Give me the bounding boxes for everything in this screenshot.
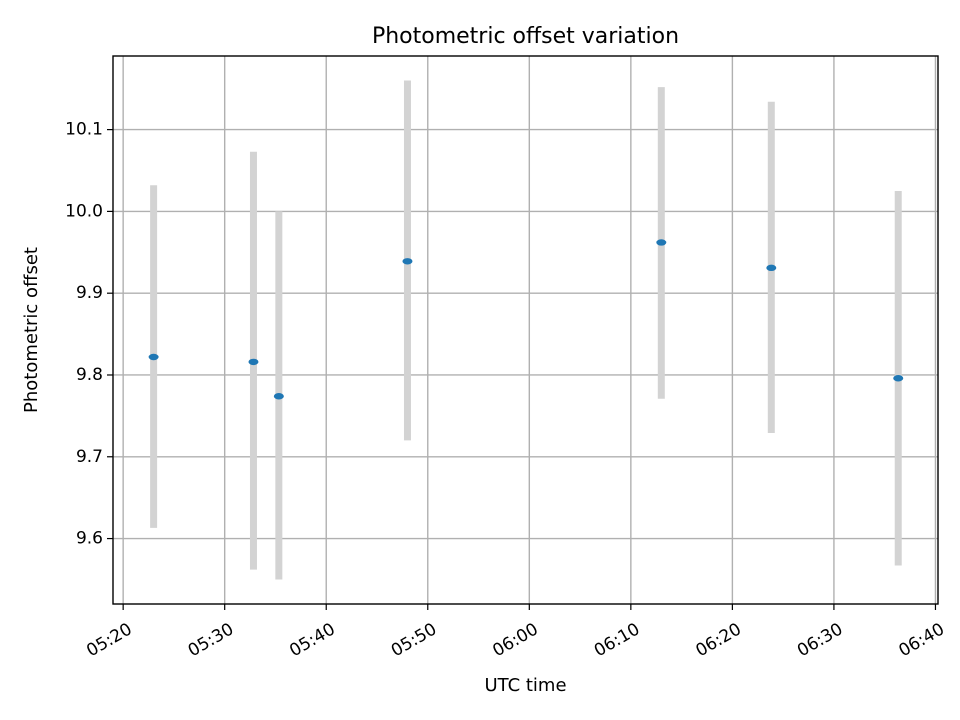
x-tick-label: 06:10	[591, 619, 643, 661]
x-tick-label: 05:50	[388, 619, 440, 661]
y-ticks: 9.6 9.7 9.8 9.9 10.0 10.1	[65, 120, 113, 549]
errorbars	[150, 80, 902, 580]
x-ticks: 05:20 05:30 05:40 05:50 06:00 06:10 06:20 06:30…	[83, 604, 948, 661]
x-tick-label: 06:40	[896, 619, 948, 661]
chart-title: Photometric offset variation	[372, 24, 679, 49]
grid	[113, 56, 938, 604]
x-tick-label: 06:00	[489, 619, 541, 661]
data-point	[893, 375, 904, 382]
x-tick-label: 06:20	[692, 619, 744, 661]
x-tick-label: 05:40	[286, 619, 338, 661]
y-tick-label: 9.7	[76, 447, 103, 467]
plot-frame	[112, 55, 939, 605]
points	[148, 239, 904, 400]
y-tick-label: 10.1	[65, 120, 103, 140]
x-tick-label: 05:20	[83, 619, 135, 661]
data-point	[656, 239, 667, 246]
data-point	[766, 264, 777, 272]
y-tick-label: 9.6	[76, 529, 103, 549]
x-tick-label: 06:30	[794, 619, 846, 661]
y-tick-label: 9.8	[76, 365, 103, 385]
y-tick-label: 10.0	[65, 201, 103, 221]
y-axis-label: Photometric offset	[21, 247, 42, 413]
x-axis-label: UTC time	[484, 675, 566, 696]
y-tick-label: 9.9	[76, 283, 103, 303]
data-point	[273, 393, 284, 400]
data-point	[148, 353, 159, 361]
data-point	[402, 258, 413, 265]
x-tick-label: 05:30	[185, 619, 237, 661]
data-point	[248, 358, 259, 366]
